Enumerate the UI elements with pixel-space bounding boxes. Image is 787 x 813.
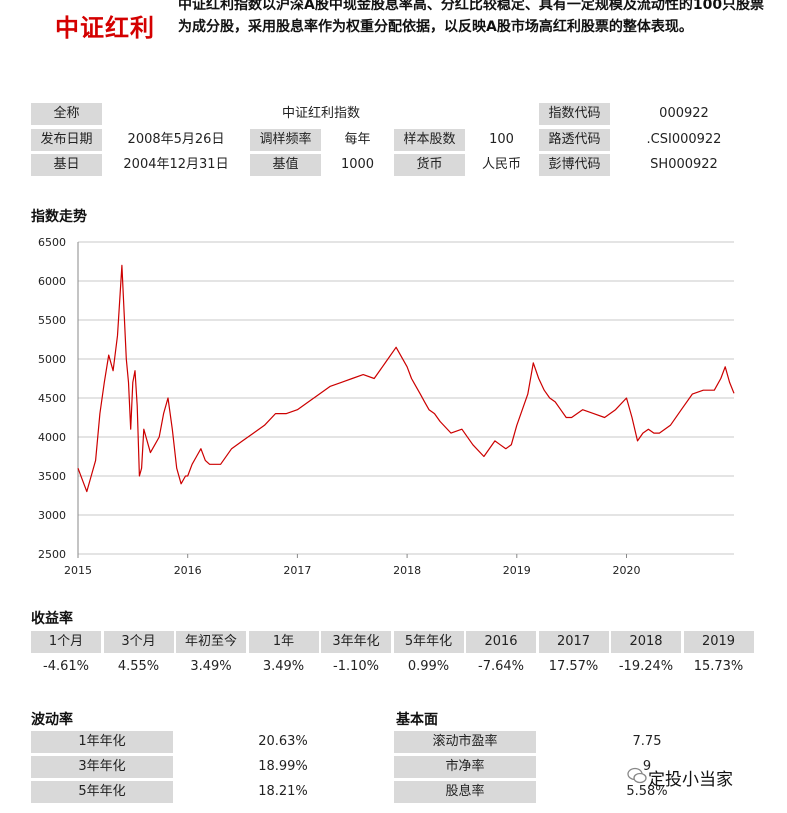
x-tick-label: 2016 <box>174 564 202 577</box>
rebalance-label: 调样频率 <box>250 129 321 151</box>
volatility-value: 20.63% <box>258 734 308 749</box>
volatility-label: 1年年化 <box>31 731 173 753</box>
return-value: -1.10% <box>333 659 379 674</box>
return-header: 1个月 <box>31 631 101 653</box>
x-tick-label: 2020 <box>612 564 640 577</box>
return-value: -4.61% <box>43 659 89 674</box>
return-value: -19.24% <box>618 659 674 674</box>
y-tick-label: 6500 <box>38 236 66 249</box>
wechat-icon <box>627 767 647 784</box>
fundamental-label: 股息率 <box>394 781 536 803</box>
volatility-label: 5年年化 <box>31 781 173 803</box>
index-code-value: 000922 <box>659 106 709 121</box>
return-value: 17.57% <box>548 659 599 674</box>
release-date-value: 2008年5月26日 <box>127 132 225 147</box>
fundamental-value: 7.75 <box>632 734 662 749</box>
index-title: 中证红利 <box>55 14 155 42</box>
y-tick-label: 2500 <box>38 548 66 561</box>
return-header: 2019 <box>683 631 754 653</box>
index-description: 中证红利指数以沪深A股中现金股息率高、分红比较稳定、具有一定规模及流动性的100… <box>178 0 765 35</box>
index-trend-chart: 2500 3000 3500 4000 4500 5000 5500 6000 6500 2015… <box>38 236 735 577</box>
y-tick-label: 3500 <box>38 470 66 483</box>
fundamental-label: 滚动市盈率 <box>394 731 536 753</box>
reuters-code-label: 路透代码 <box>539 129 610 151</box>
sample-count-label: 样本股数 <box>394 129 465 151</box>
y-tick-label: 5500 <box>38 314 66 327</box>
return-value: 4.55% <box>117 659 160 674</box>
index-line-series <box>77 264 735 493</box>
volatility-section-title: 波动率 <box>31 712 73 728</box>
fundamental-value: 5.58% <box>626 784 668 799</box>
volatility-value: 18.99% <box>258 759 308 774</box>
x-tick-label: 2017 <box>283 564 311 577</box>
return-header: 1年 <box>248 631 319 653</box>
rebalance-value: 每年 <box>344 132 371 147</box>
fundamental-value: 9 <box>642 759 652 774</box>
sample-count-value: 100 <box>489 132 514 147</box>
trend-section-title: 指数走势 <box>31 209 87 225</box>
y-tick-label: 4000 <box>38 431 66 444</box>
bloomberg-code-value: SH000922 <box>650 157 718 172</box>
returns-section-title: 收益率 <box>31 611 73 627</box>
return-value: -7.64% <box>478 659 524 674</box>
x-tick-label: 2015 <box>64 564 92 577</box>
x-tick-label: 2018 <box>393 564 421 577</box>
full-name-label: 全称 <box>31 103 102 125</box>
return-header: 2017 <box>538 631 609 653</box>
y-tick-label: 5000 <box>38 353 66 366</box>
bloomberg-code-label: 彭博代码 <box>539 154 610 176</box>
fundamental-label: 市净率 <box>394 756 536 778</box>
return-header: 2016 <box>466 631 536 653</box>
base-date-label: 基日 <box>31 154 102 176</box>
return-header: 3年年化 <box>321 631 391 653</box>
y-tick-label: 4500 <box>38 392 66 405</box>
return-header: 5年年化 <box>393 631 464 653</box>
base-value-label: 基值 <box>250 154 321 176</box>
volatility-value: 18.21% <box>258 784 308 799</box>
return-header: 年初至今 <box>176 631 246 653</box>
return-value: 15.73% <box>693 659 744 674</box>
watermark-text: 定投小当家 <box>648 770 733 790</box>
full-name-value: 中证红利指数 <box>281 106 360 121</box>
currency-value: 人民币 <box>481 157 521 172</box>
volatility-label: 3年年化 <box>31 756 173 778</box>
index-code-label: 指数代码 <box>539 103 610 125</box>
return-value: 0.99% <box>407 659 450 674</box>
release-date-label: 发布日期 <box>31 129 102 151</box>
base-date-value: 2004年12月31日 <box>123 157 229 172</box>
return-header: 2018 <box>611 631 681 653</box>
x-tick-label: 2019 <box>503 564 531 577</box>
return-header: 3个月 <box>103 631 174 653</box>
reuters-code-value: .CSI000922 <box>646 132 722 147</box>
currency-label: 货币 <box>394 154 465 176</box>
return-value: 3.49% <box>262 659 305 674</box>
y-tick-label: 3000 <box>38 509 66 522</box>
base-value-value: 1000 <box>340 157 375 172</box>
y-tick-label: 6000 <box>38 275 66 288</box>
return-value: 3.49% <box>190 659 232 674</box>
fundamentals-section-title: 基本面 <box>396 712 438 728</box>
